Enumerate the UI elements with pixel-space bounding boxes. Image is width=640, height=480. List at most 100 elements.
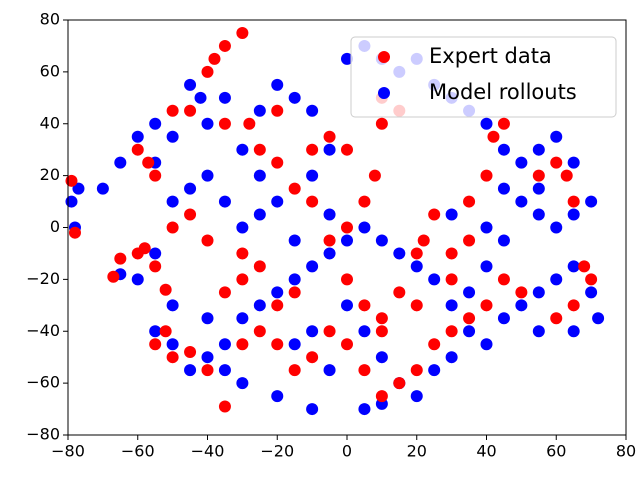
y-tick-label: −40 <box>26 321 60 340</box>
point <box>358 364 371 377</box>
point <box>567 260 580 273</box>
point <box>480 338 493 351</box>
point <box>288 273 301 286</box>
point <box>550 130 563 143</box>
point <box>149 117 162 130</box>
point <box>480 299 493 312</box>
legend-box <box>350 36 617 118</box>
point <box>201 351 214 364</box>
point <box>410 247 423 260</box>
point <box>72 182 85 195</box>
x-tick-label: −40 <box>191 442 225 461</box>
point <box>306 260 319 273</box>
point <box>96 182 109 195</box>
point <box>550 312 563 325</box>
point <box>131 143 144 156</box>
point <box>341 273 353 286</box>
point <box>410 299 423 312</box>
point <box>532 182 545 195</box>
point <box>306 403 319 416</box>
x-tick-label: 20 <box>407 442 427 461</box>
point <box>393 377 406 390</box>
point <box>323 364 336 377</box>
point <box>410 390 423 403</box>
point <box>532 208 545 221</box>
point <box>375 312 388 325</box>
point <box>592 312 605 325</box>
point <box>428 364 441 377</box>
y-tick-label: 0 <box>50 217 60 236</box>
point <box>184 208 197 221</box>
point <box>166 221 179 234</box>
x-tick-label: −60 <box>121 442 155 461</box>
point <box>463 195 476 208</box>
point <box>288 182 301 195</box>
point <box>236 338 249 351</box>
y-tick-label: 20 <box>40 165 60 184</box>
point <box>184 182 197 195</box>
point <box>393 247 406 260</box>
point <box>375 325 388 338</box>
point <box>114 252 127 265</box>
point <box>567 208 580 221</box>
point <box>166 104 179 117</box>
y-tick-label: −20 <box>26 269 60 288</box>
point <box>480 260 493 273</box>
point <box>585 286 598 299</box>
point <box>567 299 580 312</box>
point <box>68 226 81 239</box>
point <box>341 221 353 234</box>
point <box>166 299 179 312</box>
y-tick-label: 60 <box>40 61 60 80</box>
point <box>243 117 256 130</box>
point <box>417 234 430 247</box>
point <box>208 52 221 65</box>
y-tick-label: −80 <box>26 425 60 444</box>
x-tick-label: −80 <box>51 442 85 461</box>
point <box>218 117 231 130</box>
point <box>184 364 197 377</box>
point <box>515 195 528 208</box>
point <box>463 234 476 247</box>
point <box>585 273 598 286</box>
point <box>236 377 249 390</box>
point <box>166 338 179 351</box>
point <box>550 221 563 234</box>
point <box>184 78 197 91</box>
point <box>480 221 493 234</box>
point <box>271 156 284 169</box>
x-tick-label: 40 <box>476 442 496 461</box>
point <box>306 195 319 208</box>
point <box>253 299 266 312</box>
point <box>480 169 493 182</box>
point <box>428 338 441 351</box>
point <box>166 195 179 208</box>
point <box>567 195 580 208</box>
point <box>218 39 231 52</box>
x-tick-label: 0 <box>342 442 352 461</box>
point <box>375 351 388 364</box>
point <box>532 325 545 338</box>
point <box>271 390 284 403</box>
point <box>184 346 197 358</box>
point <box>375 390 388 403</box>
point <box>218 195 231 208</box>
point <box>201 117 214 130</box>
point <box>306 143 319 156</box>
point <box>428 273 441 286</box>
point <box>341 338 353 351</box>
point <box>368 169 381 182</box>
point <box>445 247 458 260</box>
point <box>410 260 423 273</box>
y-tick-label: 80 <box>40 10 60 29</box>
point <box>567 325 580 338</box>
point <box>114 156 127 169</box>
point <box>107 270 120 283</box>
point <box>341 299 353 312</box>
point <box>341 143 353 156</box>
point <box>184 104 197 117</box>
point <box>463 312 476 325</box>
point <box>201 364 214 377</box>
point <box>445 208 458 221</box>
point <box>515 299 528 312</box>
